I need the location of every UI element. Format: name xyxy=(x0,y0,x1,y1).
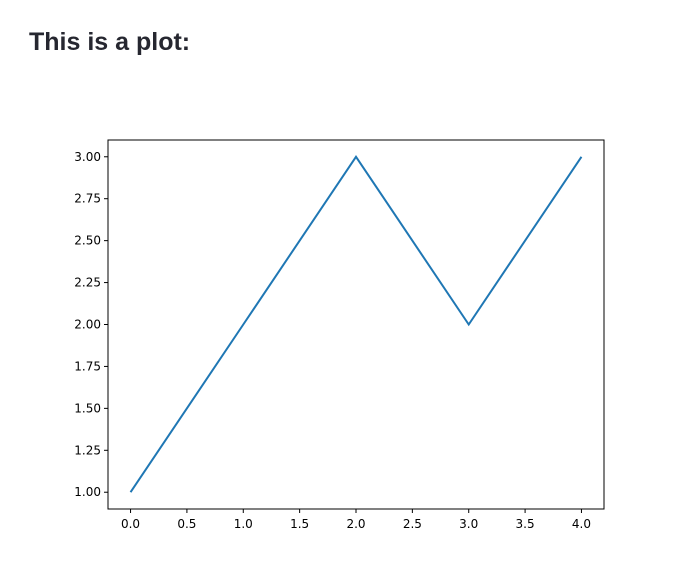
y-tick-label: 2.00 xyxy=(74,318,101,332)
series-line xyxy=(129,154,583,493)
y-tick-label: 2.75 xyxy=(74,192,101,206)
x-tick-label: 1.5 xyxy=(290,517,309,531)
page-title: This is a plot: xyxy=(29,28,191,56)
axes-frame xyxy=(107,139,605,510)
x-tick-label: 0.5 xyxy=(177,517,196,531)
x-tick-label: 1.0 xyxy=(234,517,253,531)
y-tick-label: 1.25 xyxy=(74,443,101,457)
x-tick-label: 4.0 xyxy=(572,517,591,531)
y-tick-label: 1.75 xyxy=(74,359,101,373)
y-tick-label: 1.00 xyxy=(74,485,101,499)
y-tick-label: 1.50 xyxy=(74,401,101,415)
x-tick-label: 0.0 xyxy=(121,517,140,531)
y-tick-label: 2.50 xyxy=(74,234,101,248)
x-tick-label: 3.5 xyxy=(516,517,535,531)
x-tick-label: 3.0 xyxy=(459,517,478,531)
y-tick-label: 3.00 xyxy=(74,150,101,164)
x-tick-label: 2.0 xyxy=(346,517,365,531)
y-tick-label: 2.25 xyxy=(74,276,101,290)
x-tick-label: 2.5 xyxy=(403,517,422,531)
